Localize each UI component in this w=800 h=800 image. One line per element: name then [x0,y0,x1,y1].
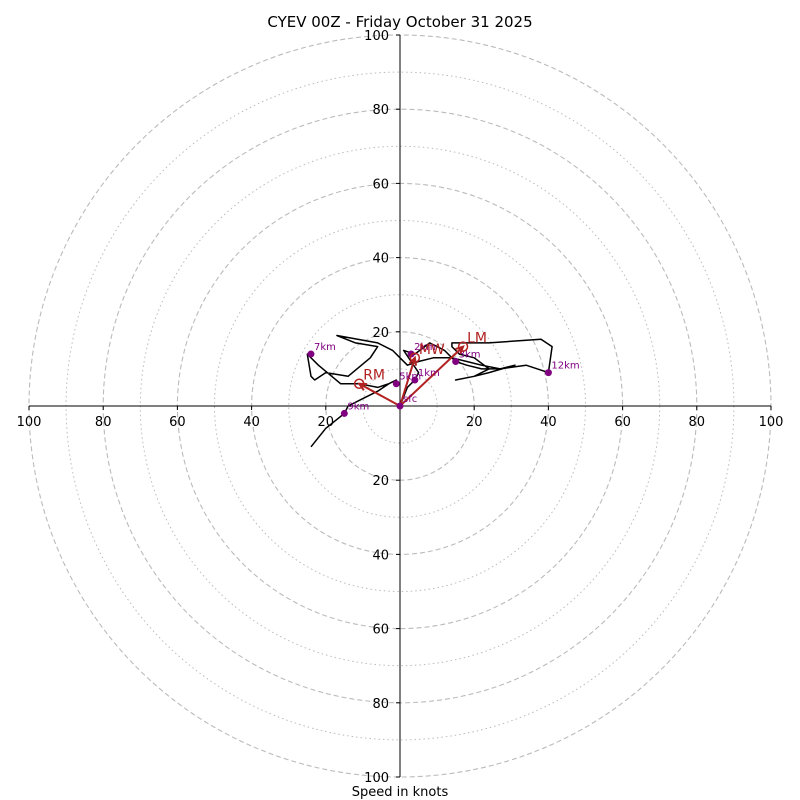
height-marker-label: 2km [414,342,436,353]
axis-ticks: 20 20 20 20 40 40 40 40 60 60 60 60 80 80 80 80 100 100 10… [17,29,784,786]
tick-label: 40 [372,548,389,563]
storm-motion-markers: RM LM MW [353,331,487,389]
tick-label: 20 [372,474,389,489]
height-marker [307,350,315,358]
storm-motion-arrowhead [357,382,368,391]
hodograph-trace [306,334,553,448]
height-marker [544,369,552,377]
storm-motion-label: MW [419,342,445,358]
tick-label: 60 [372,177,389,192]
tick-label: 80 [95,415,112,430]
height-marker-label: 7km [314,342,336,353]
storm-motion-arrow [399,345,464,407]
tick-label: 100 [364,29,389,44]
tick-label: 100 [17,415,42,430]
height-marker [411,376,419,384]
height-marker-label: sfc [403,394,417,405]
storm-motion-label: RM [363,368,385,384]
storm-motion-arrow [399,357,416,407]
storm-motion-marker [353,378,365,389]
tick-label: 80 [689,415,706,430]
x-axis-label: Speed in knots [352,785,449,800]
height-marker [452,357,460,365]
storm-motion-arrow [358,382,401,407]
height-marker-label: 5km [399,372,421,383]
tick-label: 40 [540,415,557,430]
tick-label: 80 [372,103,389,118]
storm-motion-arrows [357,345,465,407]
storm-motion-label: LM [467,331,487,347]
tick-label: 100 [759,415,784,430]
tick-label: 60 [169,415,186,430]
height-marker-label: 1km [418,368,440,379]
tick-label: 20 [466,415,483,430]
height-marker-label: 3km [459,349,481,360]
tick-label: 60 [372,623,389,638]
tick-label: 40 [372,252,389,267]
tick-label: 20 [372,326,389,341]
height-marker [392,380,400,388]
tick-label: 80 [372,697,389,712]
height-markers: sfc 1km 2km 3km 5km 7km 9km 12km [307,342,580,417]
height-marker [396,402,404,410]
height-marker-label: 9km [347,401,369,412]
height-marker-label: 12km [551,361,579,372]
storm-motion-arrowhead [408,355,418,366]
tick-label: 60 [614,415,631,430]
chart-title: CYEV 00Z - Friday October 31 2025 [267,13,532,31]
tick-label: 20 [318,415,335,430]
tick-label: 100 [364,771,389,786]
tick-label: 40 [243,415,260,430]
height-marker [340,409,348,417]
storm-motion-arrowhead [455,345,465,355]
storm-motion-marker [409,352,421,364]
storm-motion-marker [457,341,469,352]
